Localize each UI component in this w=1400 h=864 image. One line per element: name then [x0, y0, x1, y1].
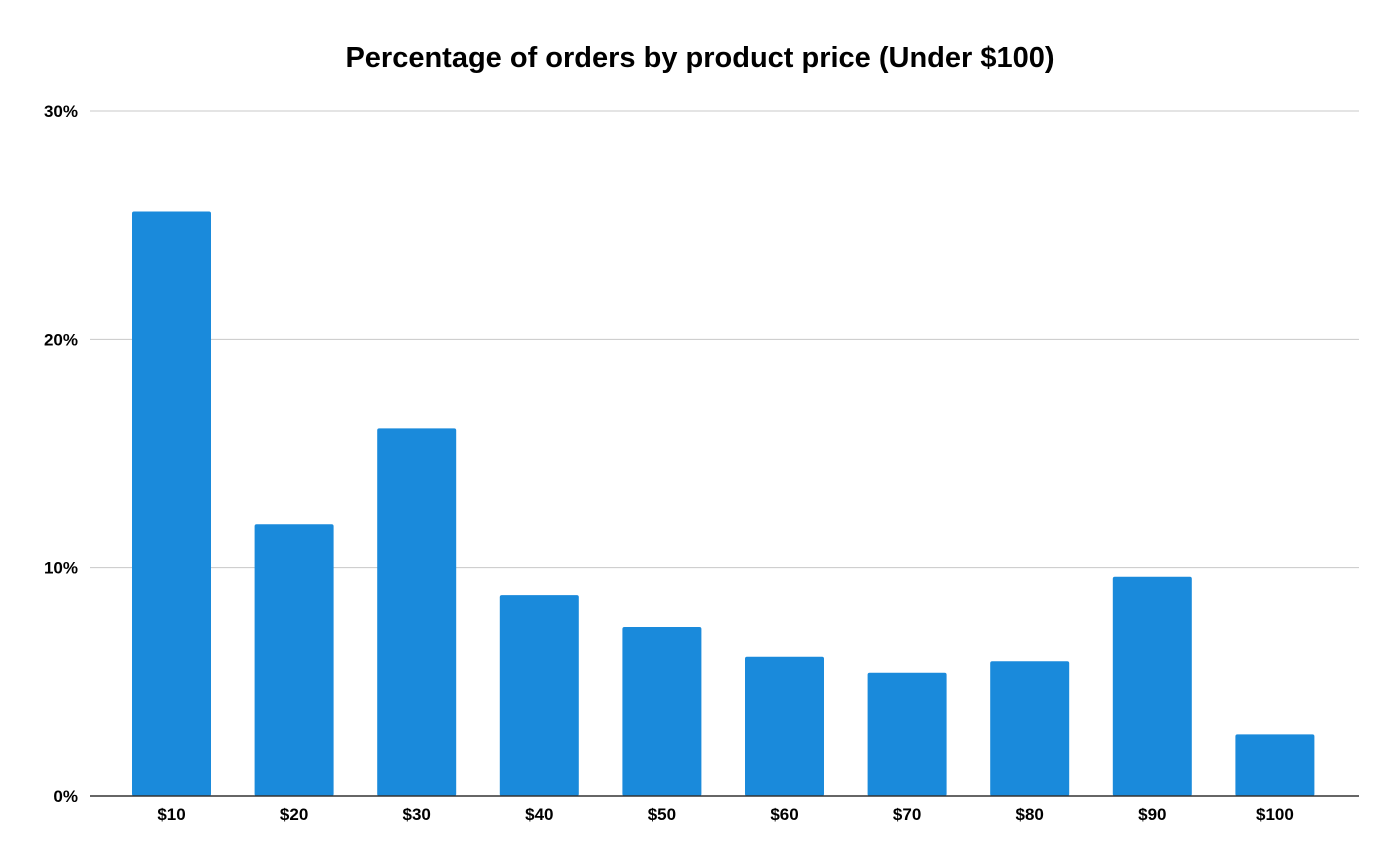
- x-tick-label: $40: [525, 805, 553, 824]
- bar-80: [990, 661, 1070, 796]
- x-tick-label: $70: [893, 805, 921, 824]
- x-axis-tick-labels: $10 $20 $30 $40 $50 $60 $70 $80 $90 $100: [157, 805, 1294, 824]
- x-tick-label: $30: [403, 805, 431, 824]
- y-tick-label: 20%: [44, 330, 78, 349]
- y-tick-label: 0%: [53, 787, 78, 806]
- bar-20: [254, 524, 334, 796]
- bar-70: [867, 672, 947, 796]
- x-tick-label: $20: [280, 805, 308, 824]
- bar-90: [1112, 576, 1192, 796]
- bar-50: [622, 627, 702, 796]
- x-tick-label: $60: [770, 805, 798, 824]
- x-tick-label: $10: [157, 805, 185, 824]
- x-tick-label: $50: [648, 805, 676, 824]
- bar-10: [132, 211, 211, 796]
- chart-title: Percentage of orders by product price (U…: [345, 42, 1054, 74]
- bar-100: [1235, 734, 1315, 796]
- x-tick-label: $90: [1138, 805, 1166, 824]
- bar-30: [377, 428, 457, 796]
- bar-60: [745, 656, 824, 796]
- bar-40: [499, 595, 579, 796]
- x-tick-label: $80: [1016, 805, 1044, 824]
- y-axis-tick-labels: 0% 10% 20% 30%: [44, 102, 78, 806]
- x-tick-label: $100: [1256, 805, 1294, 824]
- y-tick-label: 30%: [44, 102, 78, 121]
- bars: [132, 211, 1315, 796]
- y-tick-label: 10%: [44, 559, 78, 578]
- gridlines: [90, 110, 1359, 569]
